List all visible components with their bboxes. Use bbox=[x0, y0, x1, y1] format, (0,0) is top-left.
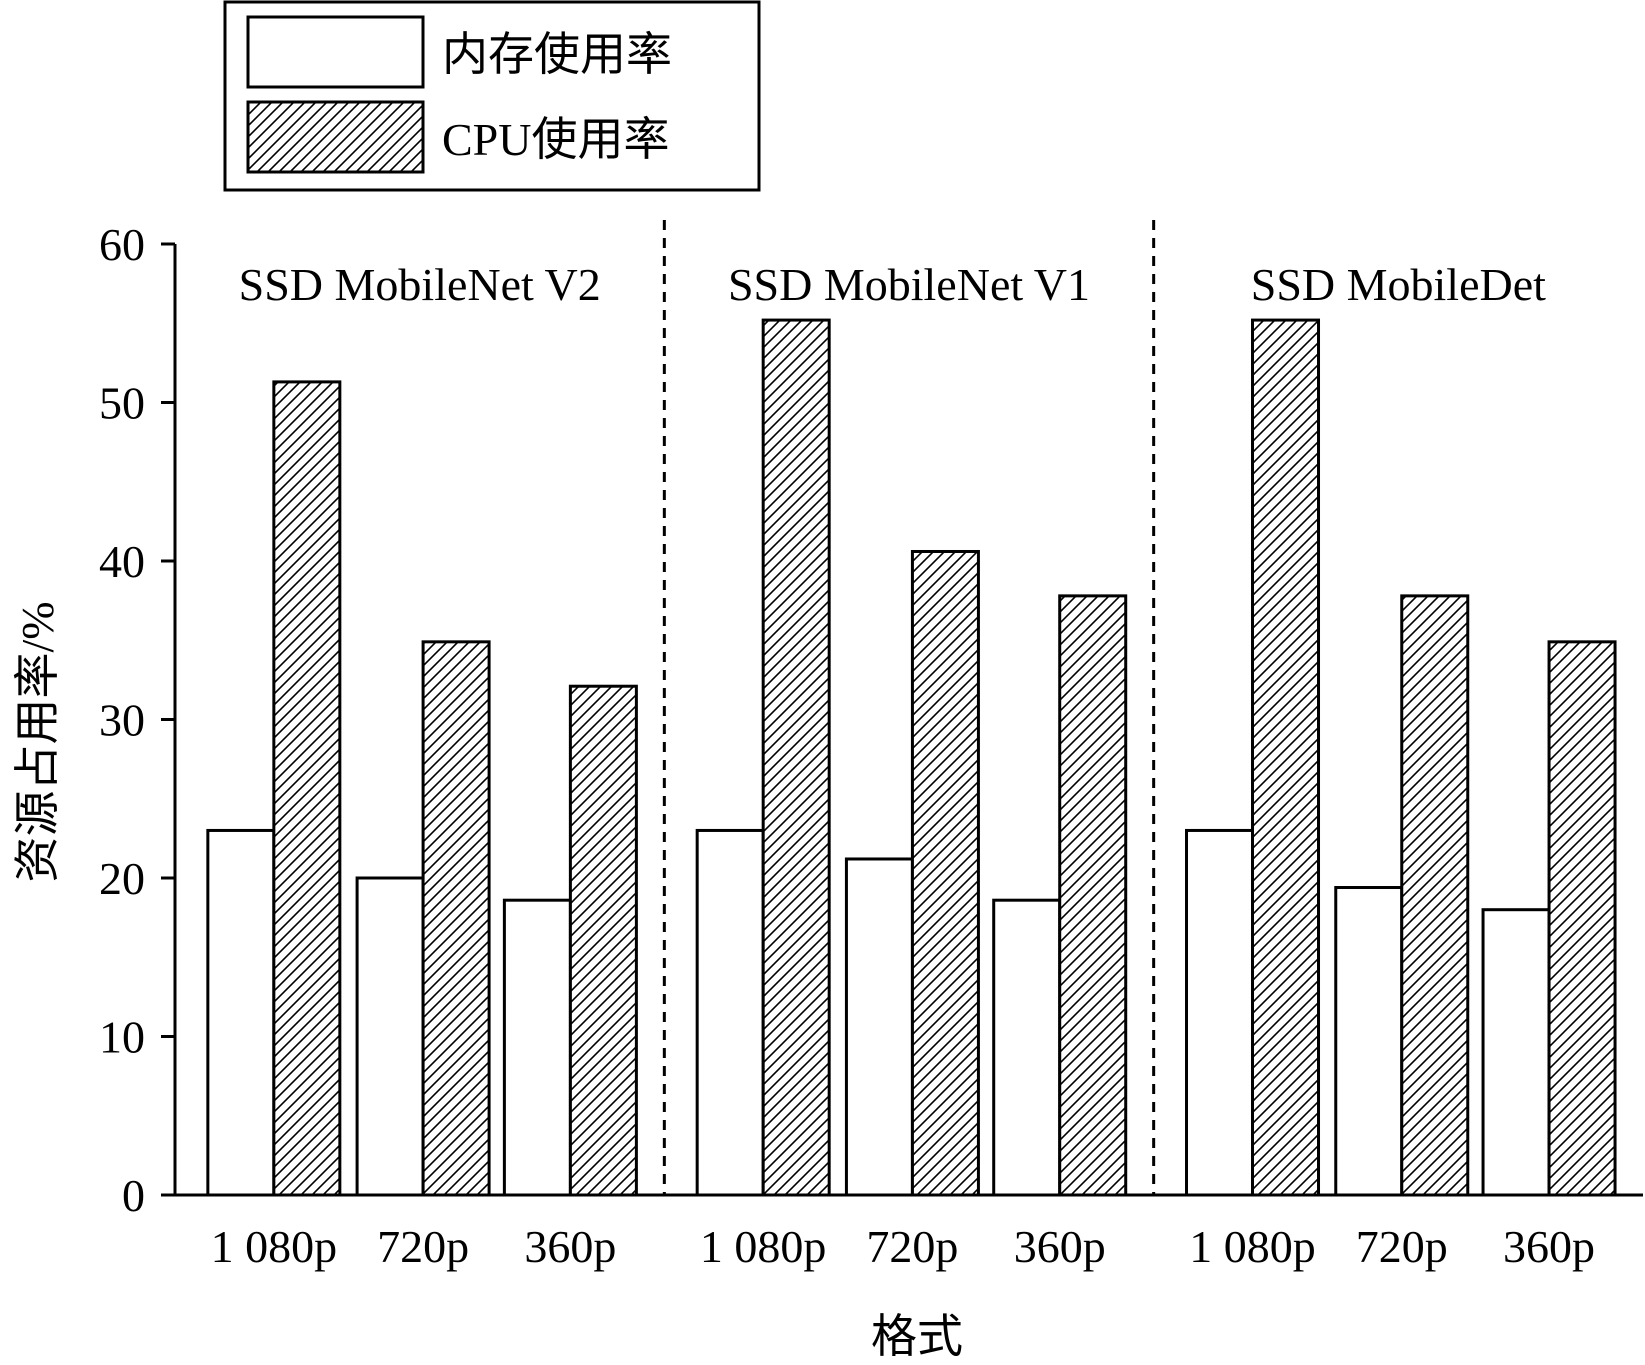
category-label: 360p bbox=[524, 1221, 616, 1272]
memory-bar bbox=[695, 828, 765, 1197]
category-label: 1 080p bbox=[700, 1221, 827, 1272]
category-label: 720p bbox=[866, 1221, 958, 1272]
memory-bar bbox=[1334, 886, 1404, 1197]
y-tick-label: 10 bbox=[99, 1012, 145, 1063]
y-tick-label: 20 bbox=[99, 853, 145, 904]
y-tick-label: 30 bbox=[99, 695, 145, 746]
memory-bar bbox=[1481, 908, 1551, 1197]
group-label: SSD MobileNet V1 bbox=[728, 259, 1090, 310]
category-label: 360p bbox=[1014, 1221, 1106, 1272]
category-labels: 1 080p 720p 360p 1 080p 720p 360p 1 080p 720p 36… bbox=[211, 1221, 1595, 1272]
legend-label-memory: 内存使用率 bbox=[442, 29, 672, 80]
category-label: 1 080p bbox=[1189, 1221, 1316, 1272]
legend-swatch-memory bbox=[246, 15, 425, 89]
y-tick-label: 0 bbox=[122, 1170, 145, 1221]
legend-swatch-cpu bbox=[246, 100, 425, 174]
memory-bar bbox=[1185, 828, 1255, 1197]
memory-bar bbox=[992, 898, 1062, 1197]
group-labels: SSD MobileNet V2 SSD MobileNet V1 SSD Mobi… bbox=[239, 259, 1547, 310]
y-axis-title: 资源占用率/% bbox=[12, 601, 63, 882]
memory-bar bbox=[502, 898, 572, 1197]
y-tick-label: 40 bbox=[99, 536, 145, 587]
bars bbox=[206, 318, 1617, 1197]
category-label: 720p bbox=[377, 1221, 469, 1272]
group-label: SSD MobileDet bbox=[1251, 259, 1546, 310]
cpu-bar bbox=[1400, 594, 1470, 1197]
legend: 内存使用率 CPU使用率 bbox=[223, 0, 761, 192]
category-label: 360p bbox=[1503, 1221, 1595, 1272]
y-tick-label: 50 bbox=[99, 378, 145, 429]
cpu-bar bbox=[1058, 594, 1128, 1197]
cpu-bar bbox=[421, 640, 491, 1197]
cpu-bar bbox=[761, 318, 831, 1197]
cpu-bar bbox=[1547, 640, 1617, 1197]
memory-bar bbox=[355, 876, 425, 1197]
group-label: SSD MobileNet V2 bbox=[239, 259, 601, 310]
cpu-bar bbox=[272, 380, 342, 1197]
group-dividers bbox=[662, 220, 1156, 1195]
cpu-bar bbox=[910, 549, 980, 1197]
legend-label-cpu: CPU使用率 bbox=[442, 114, 669, 165]
category-label: 1 080p bbox=[211, 1221, 338, 1272]
cpu-bar bbox=[568, 684, 638, 1197]
memory-bar bbox=[206, 828, 276, 1197]
y-ticks: 0 10 20 30 40 50 60 bbox=[99, 219, 175, 1221]
x-axis-title: 格式 bbox=[871, 1311, 963, 1362]
cpu-bar bbox=[1251, 318, 1321, 1197]
memory-bar bbox=[844, 857, 914, 1197]
category-label: 720p bbox=[1356, 1221, 1448, 1272]
y-tick-label: 60 bbox=[99, 219, 145, 270]
